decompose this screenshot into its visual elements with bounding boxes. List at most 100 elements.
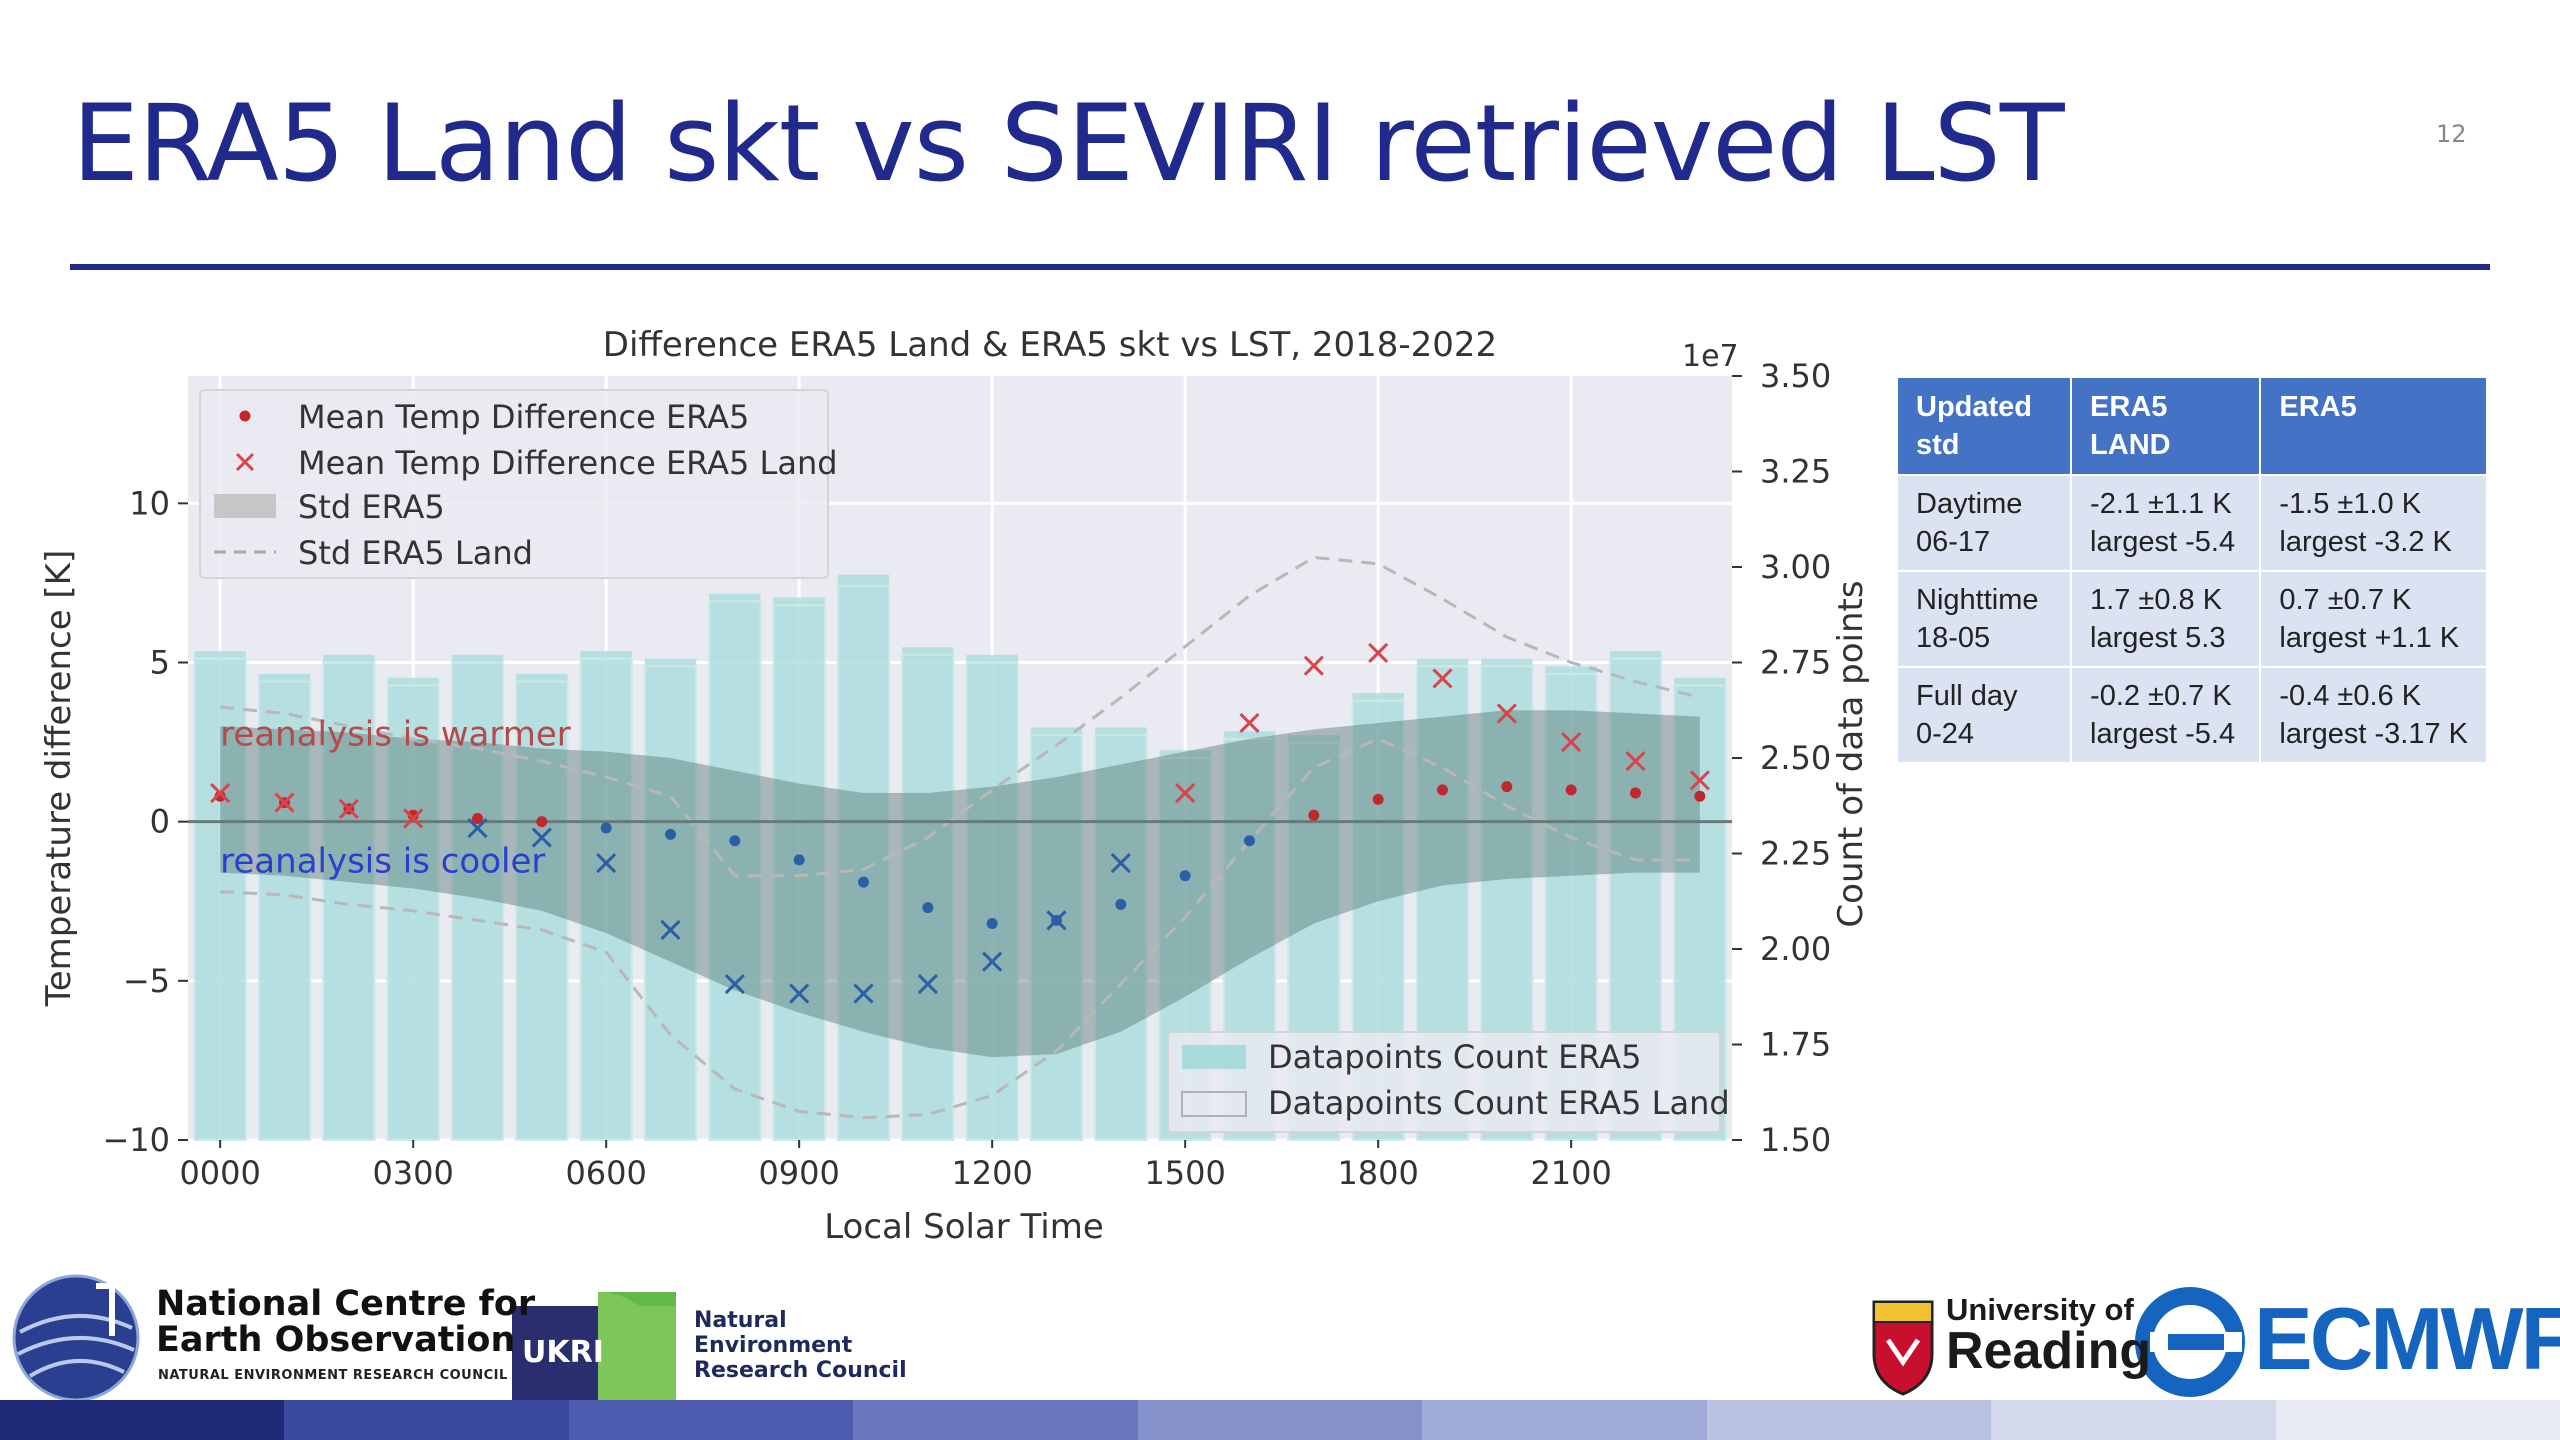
page-number: 12 (2436, 120, 2467, 148)
bar-era5-land (836, 585, 891, 1142)
x-tick-label: 0000 (179, 1154, 260, 1192)
legend-entry: Mean Temp Difference ERA5 (298, 398, 749, 436)
cell-line: 18-05 (1916, 622, 1991, 654)
cell-line: largest -3.2 K (2279, 526, 2452, 558)
bar-era5-land (1608, 657, 1663, 1141)
bar-era5 (258, 673, 311, 1140)
y2-tick-label: 1.75 (1760, 1026, 1831, 1064)
band-segment (568, 1400, 854, 1440)
point-era5-land (1625, 751, 1646, 772)
point-era5 (665, 828, 676, 840)
bar-era5-land (1287, 741, 1341, 1141)
y2-tick-label: 2.50 (1760, 739, 1831, 777)
point-era5 (1437, 784, 1448, 796)
table-header-cell: ERA5 (2259, 376, 2488, 476)
ecmwf-name: ECMWF (2254, 1289, 2560, 1388)
y-tick-label: 5 (150, 644, 170, 682)
y2-multiplier: 1e7 (1682, 339, 1739, 374)
legend-marker-band (214, 494, 276, 518)
legend-top: Mean Temp Difference ERA5 Mean Temp Diffe… (199, 389, 838, 579)
table-header-cell: ERA5 LAND (2070, 376, 2262, 476)
point-era5-land (531, 827, 552, 848)
x-tick-label: 1500 (1144, 1154, 1225, 1192)
point-era5-land (1561, 732, 1582, 753)
band-segment (1706, 1400, 1992, 1440)
cell-line: largest -3.17 K (2279, 718, 2468, 750)
band-segment (1991, 1400, 2276, 1440)
bar-era5-land (515, 680, 569, 1141)
x-axis-label: Local Solar Time (824, 1207, 1104, 1247)
ukri-logo-text: UKRI (522, 1335, 604, 1370)
point-era5 (858, 876, 869, 888)
cell-line: -0.4 ±0.6 K (2279, 680, 2422, 712)
point-era5-land (1110, 852, 1131, 874)
nerc-line: Research Council (694, 1358, 907, 1383)
bar-era5 (644, 658, 697, 1140)
bar-era5 (387, 677, 439, 1140)
point-era5 (1244, 835, 1255, 847)
cell-line: largest -5.4 (2090, 718, 2236, 750)
point-era5 (472, 812, 483, 824)
cell-line: Nighttime (1916, 584, 2039, 616)
cell-line: largest +1.1 K (2279, 622, 2460, 654)
nerc-name: Natural Environment Research Council (694, 1308, 907, 1383)
y2-tick-label: 2.25 (1760, 835, 1831, 873)
point-era5 (407, 809, 419, 821)
legend-marker-x (235, 452, 255, 472)
nceo-name: National Centre for Earth Observation (156, 1286, 535, 1358)
point-era5 (1630, 787, 1641, 799)
std-era5-land-upper-line (220, 555, 1701, 878)
table-cell-era5: -0.4 ±0.6 K largest -3.17 K (2259, 666, 2488, 764)
y2-axis-label: Count of data points (1831, 580, 1871, 927)
band-segment (2275, 1400, 2560, 1440)
cell-line: 1.7 ±0.8 K (2090, 584, 2223, 616)
x-tick-label: 0900 (758, 1154, 839, 1192)
chart-annotation: reanalysis is cooler (220, 842, 545, 882)
point-era5-land (596, 852, 617, 874)
y-tick-label: 0 (150, 803, 170, 841)
point-era5 (922, 902, 934, 914)
legend-entry: Std ERA5 (298, 488, 445, 526)
table-row: Nighttime 18-05 1.7 ±0.8 K largest 5.3 0.7… (1895, 570, 2488, 668)
point-era5 (1179, 870, 1191, 882)
cell-line: 0.7 ±0.7 K (2279, 584, 2412, 616)
bar-era5-land (901, 653, 955, 1141)
table-cell-period: Daytime 06-17 (1895, 474, 2073, 572)
legend-marker-dot (239, 410, 251, 422)
ecmwf-emblem-icon (2135, 1287, 2245, 1397)
chart-title: Difference ERA5 Land & ERA5 skt vs LST, … (603, 325, 1497, 365)
std-era5-band (220, 710, 1700, 1058)
table-cell-period: Nighttime 18-05 (1895, 570, 2073, 668)
table-row: Full day 0-24 -0.2 ±0.7 K largest -5.4 -0.… (1895, 666, 2488, 764)
bar-era5-land (257, 680, 312, 1141)
nerc-line: Environment (694, 1333, 853, 1358)
point-era5-land (1303, 655, 1324, 676)
point-era5-land (1239, 712, 1260, 734)
y-tick-label: −5 (123, 962, 170, 1000)
point-era5 (1694, 790, 1706, 802)
band-segment (284, 1400, 569, 1440)
footer-color-band (0, 1400, 2560, 1440)
bar-era5-land (643, 665, 698, 1141)
bar-era5 (451, 654, 504, 1140)
point-era5-land (274, 792, 295, 813)
bar-era5-land (708, 600, 762, 1141)
ukri-logo-icon (512, 1292, 676, 1400)
bar-era5 (580, 651, 632, 1140)
table-cell-era5-land: -0.2 ±0.7 K largest -5.4 (2070, 666, 2262, 764)
legend-entry: Std ERA5 Land (298, 534, 533, 572)
point-era5 (214, 790, 226, 802)
point-era5-land (338, 798, 359, 819)
point-era5 (986, 918, 998, 930)
bar-era5-land (1673, 684, 1727, 1141)
x-tick-label: 0600 (565, 1154, 646, 1192)
bar-era5 (323, 654, 375, 1140)
band-segment (0, 1400, 285, 1440)
bar-era5 (837, 574, 890, 1140)
title-rule (70, 264, 2490, 270)
cell-line: 06-17 (1916, 526, 1991, 558)
x-tick-label: 1200 (951, 1154, 1032, 1192)
reading-name: University of Reading (1946, 1294, 2151, 1377)
slide-title: ERA5 Land skt vs SEVIRI retrieved LST (72, 82, 2065, 205)
bar-era5 (1030, 727, 1083, 1140)
